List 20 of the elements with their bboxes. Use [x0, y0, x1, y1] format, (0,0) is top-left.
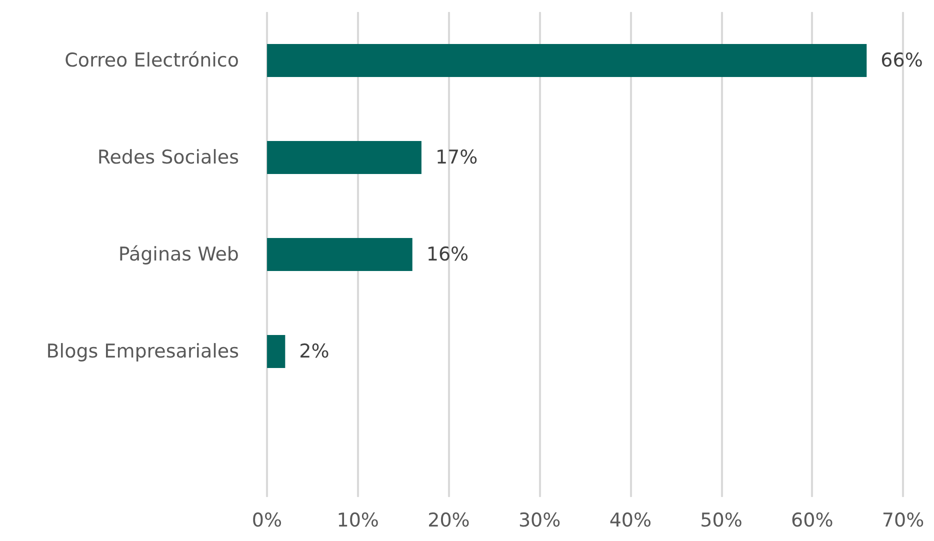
x-tick-label: 50%: [700, 510, 742, 532]
bar: [267, 238, 412, 271]
data-label: 17%: [435, 146, 478, 168]
y-tick-label: Correo Electrónico: [64, 50, 239, 72]
y-tick-label: Redes Sociales: [97, 146, 239, 168]
data-label: 66%: [880, 50, 923, 72]
x-tick-label: 70%: [882, 510, 924, 532]
data-label: 16%: [426, 244, 469, 266]
x-tick-label: 30%: [518, 510, 561, 532]
data-label: 2%: [299, 340, 330, 362]
bar: [267, 141, 422, 174]
bar: [267, 44, 867, 77]
y-tick-label: Páginas Web: [118, 244, 239, 266]
x-tick-label: 0%: [252, 510, 282, 532]
x-tick-label: 10%: [336, 510, 379, 532]
x-tick-label: 40%: [609, 510, 652, 532]
y-tick-label: Blogs Empresariales: [46, 340, 239, 362]
x-tick-label: 20%: [428, 510, 470, 532]
x-tick-label: 60%: [791, 510, 834, 532]
bar: [267, 335, 286, 368]
